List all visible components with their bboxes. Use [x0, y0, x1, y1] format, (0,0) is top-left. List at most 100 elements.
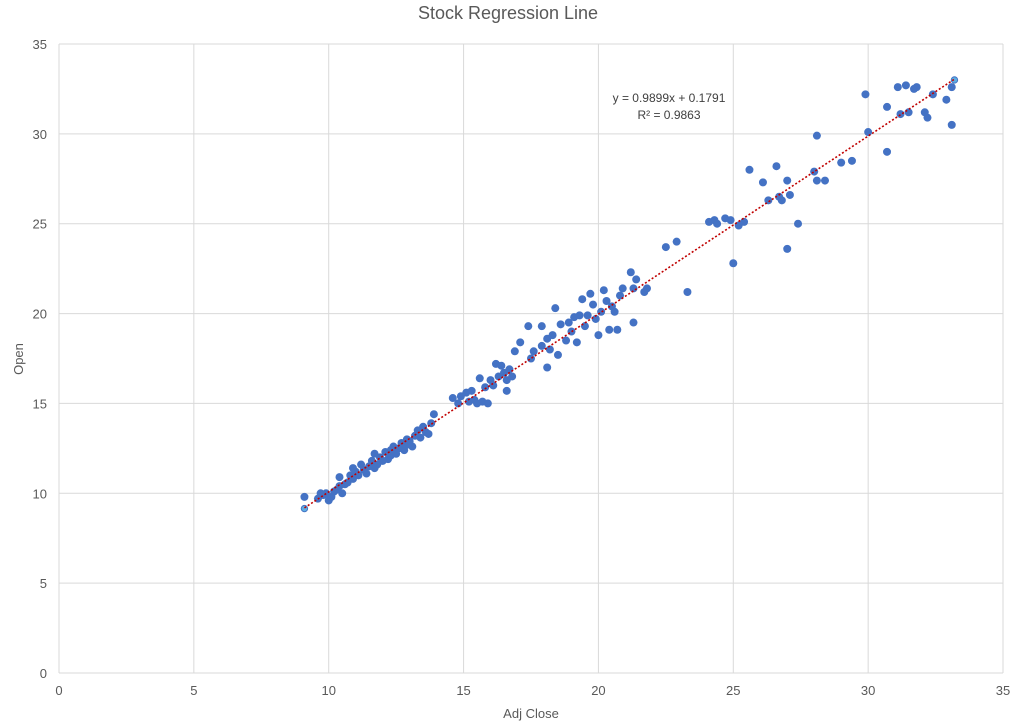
data-point — [510, 347, 519, 356]
data-point — [580, 322, 589, 331]
data-point — [613, 325, 622, 334]
trendline-r-squared: R² = 0.9863 — [637, 108, 700, 122]
data-point — [448, 394, 457, 403]
data-point — [416, 433, 425, 442]
y-tick-label: 10 — [33, 486, 47, 501]
data-point — [424, 429, 433, 438]
data-point — [578, 295, 587, 304]
data-point — [947, 120, 956, 129]
data-point — [454, 399, 463, 408]
data-point — [661, 243, 670, 252]
data-point — [602, 296, 611, 305]
data-point — [783, 176, 792, 185]
data-point — [316, 489, 325, 498]
trendline-group — [303, 78, 955, 509]
gridlines — [58, 43, 1004, 674]
data-point — [338, 489, 347, 498]
data-point — [586, 289, 595, 298]
data-point — [896, 110, 905, 119]
data-point — [810, 167, 819, 176]
data-point — [597, 307, 606, 316]
data-point — [481, 383, 490, 392]
data-point — [548, 331, 557, 340]
x-axis-label: Adj Close — [503, 706, 559, 721]
data-point — [812, 131, 821, 140]
data-point — [632, 275, 641, 284]
data-point — [591, 314, 600, 323]
data-point — [508, 372, 517, 381]
y-axis-label: Open — [11, 343, 26, 375]
data-point — [772, 162, 781, 171]
data-point — [575, 311, 584, 320]
y-tick-labels: 0 5 10 15 20 25 30 35 — [33, 37, 47, 681]
data-point — [794, 219, 803, 228]
x-tick-label: 5 — [190, 683, 197, 698]
data-point — [837, 158, 846, 167]
data-point — [740, 217, 749, 226]
data-point — [553, 350, 562, 359]
data-point — [516, 338, 525, 347]
data-point — [605, 325, 614, 334]
data-point — [572, 338, 581, 347]
y-tick-label: 15 — [33, 396, 47, 411]
highlight-point — [950, 76, 959, 84]
data-point — [348, 464, 357, 473]
data-point — [893, 83, 902, 92]
data-point — [335, 473, 344, 482]
data-point — [923, 113, 932, 122]
trendline — [303, 78, 955, 509]
data-point — [537, 341, 546, 350]
x-tick-label: 20 — [591, 683, 605, 698]
data-point — [594, 331, 603, 340]
data-point — [820, 176, 829, 185]
data-point — [847, 156, 856, 165]
data-point — [524, 322, 533, 331]
data-point — [726, 216, 735, 225]
y-tick-label: 5 — [40, 576, 47, 591]
data-point — [502, 386, 511, 395]
y-tick-label: 25 — [33, 217, 47, 232]
data-point — [618, 284, 627, 293]
chart-title: Stock Regression Line — [418, 3, 598, 23]
data-point — [556, 320, 565, 329]
data-point — [551, 304, 560, 313]
data-point — [672, 237, 681, 246]
x-tick-label: 15 — [456, 683, 470, 698]
data-point — [642, 284, 651, 293]
data-point — [783, 244, 792, 253]
data-point — [883, 102, 892, 111]
data-point — [483, 399, 492, 408]
data-point — [745, 165, 754, 174]
data-point — [300, 492, 309, 501]
x-tick-label: 25 — [726, 683, 740, 698]
data-point — [545, 345, 554, 354]
data-point — [362, 469, 371, 478]
data-point — [564, 318, 573, 327]
data-point — [599, 286, 608, 295]
data-point — [947, 83, 956, 92]
data-point — [529, 347, 538, 356]
data-point — [626, 268, 635, 277]
data-point — [562, 336, 571, 345]
trendline-equation: y = 0.9899x + 0.1791 — [613, 91, 726, 105]
data-point — [861, 90, 870, 99]
data-point — [497, 361, 506, 370]
y-tick-label: 30 — [33, 127, 47, 142]
data-point — [883, 147, 892, 156]
data-point — [729, 259, 738, 268]
data-point — [583, 311, 592, 320]
data-point — [713, 219, 722, 228]
data-point — [758, 178, 767, 187]
data-point — [408, 442, 417, 451]
x-tick-label: 35 — [996, 683, 1010, 698]
data-point — [901, 81, 910, 90]
data-point — [904, 108, 913, 117]
x-tick-label: 10 — [321, 683, 335, 698]
y-tick-label: 0 — [40, 666, 47, 681]
data-point — [629, 318, 638, 327]
data-point — [683, 288, 692, 297]
x-tick-label: 0 — [55, 683, 62, 698]
data-point — [537, 322, 546, 331]
data-point — [610, 307, 619, 316]
